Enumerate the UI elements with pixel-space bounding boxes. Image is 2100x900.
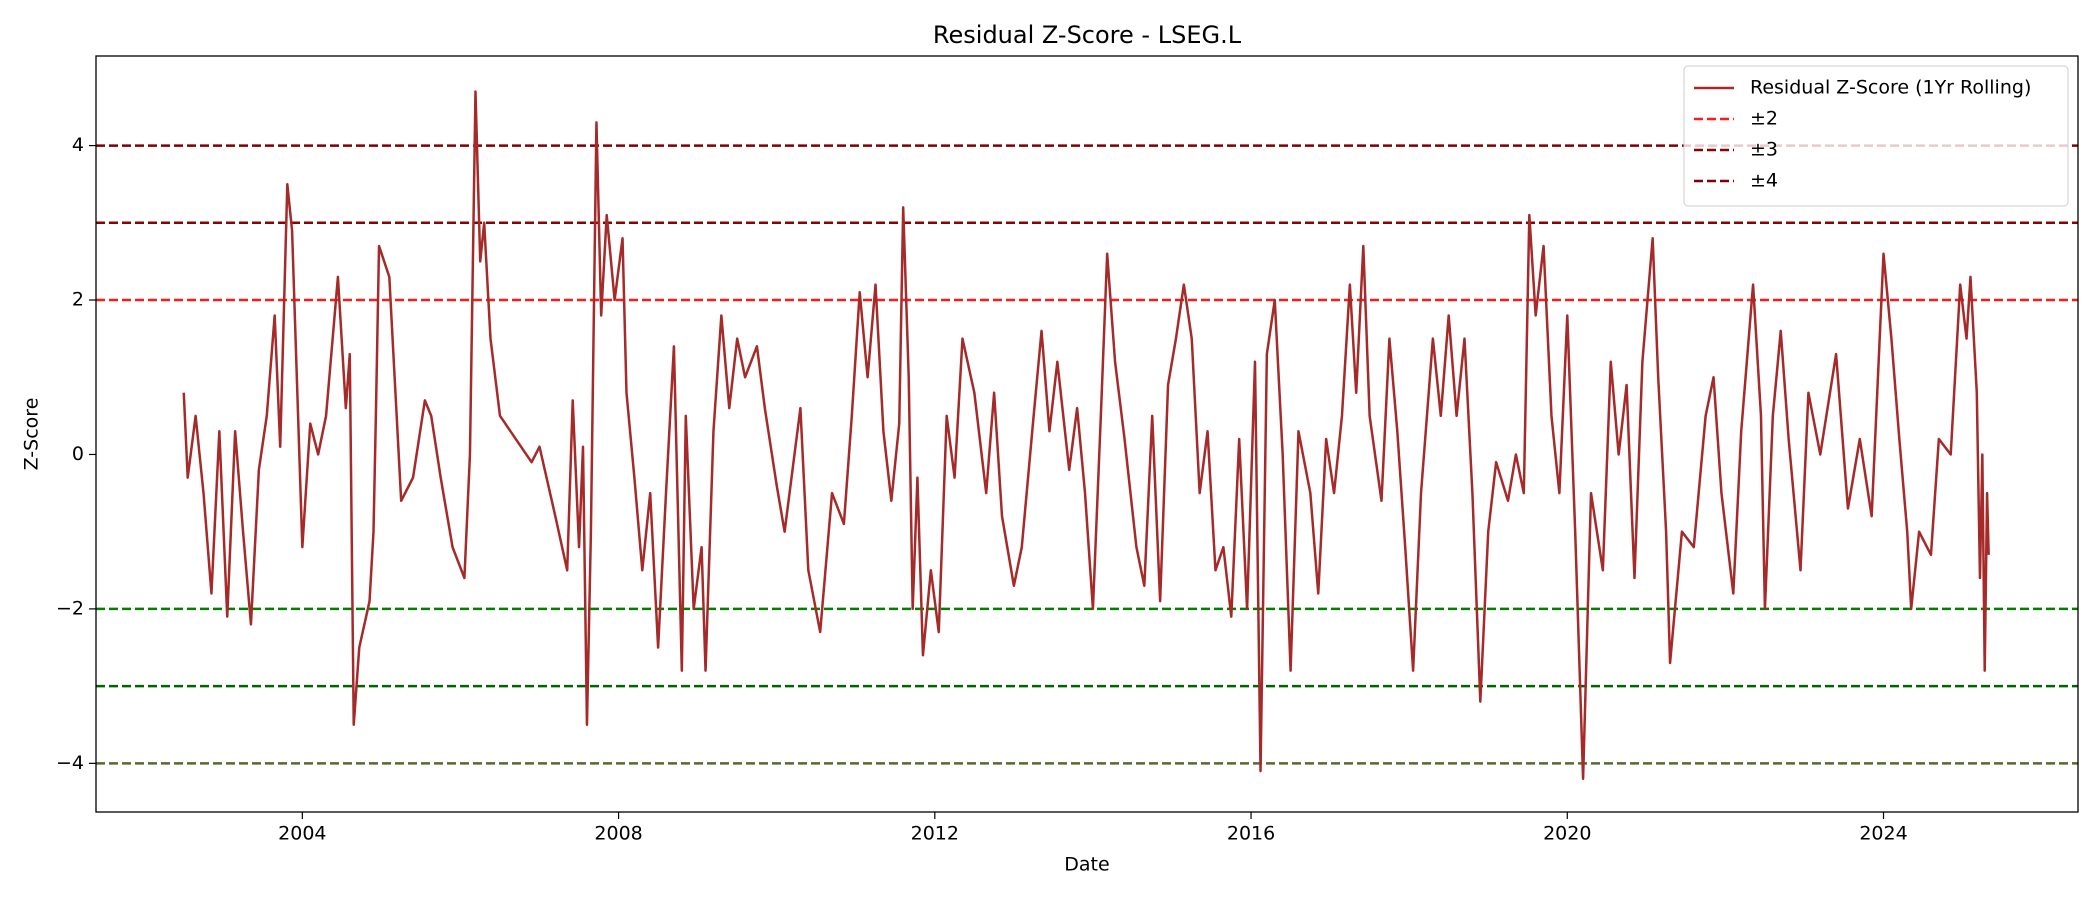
- x-tick-label: 2004: [278, 823, 326, 845]
- x-axis-label: Date: [1064, 854, 1109, 876]
- y-tick-label: 0: [72, 443, 84, 465]
- y-tick-label: −2: [56, 597, 84, 619]
- legend-label: ±2: [1750, 108, 1778, 130]
- x-tick-label: 2020: [1543, 823, 1591, 845]
- y-axis-label: Z-Score: [21, 398, 43, 471]
- plot-frame: [95, 55, 2079, 813]
- y-tick-label: 4: [72, 134, 84, 156]
- legend: Residual Z-Score (1Yr Rolling) ±2 ±3 ±4: [1683, 65, 2069, 207]
- x-tick-label: 2024: [1859, 823, 1907, 845]
- x-tick-label: 2008: [594, 823, 642, 845]
- legend-box: [1683, 65, 2069, 207]
- chart-title: Residual Z-Score - LSEG.L: [933, 21, 1242, 49]
- x-tick-label: 2012: [911, 823, 959, 845]
- legend-label: ±4: [1750, 170, 1778, 192]
- legend-label: ±3: [1750, 139, 1778, 161]
- y-tick-label: −4: [56, 752, 84, 774]
- y-tick-label: 2: [72, 289, 84, 311]
- legend-label: Residual Z-Score (1Yr Rolling): [1750, 77, 2031, 99]
- x-tick-label: 2016: [1227, 823, 1275, 845]
- data-line: [182, 90, 1990, 781]
